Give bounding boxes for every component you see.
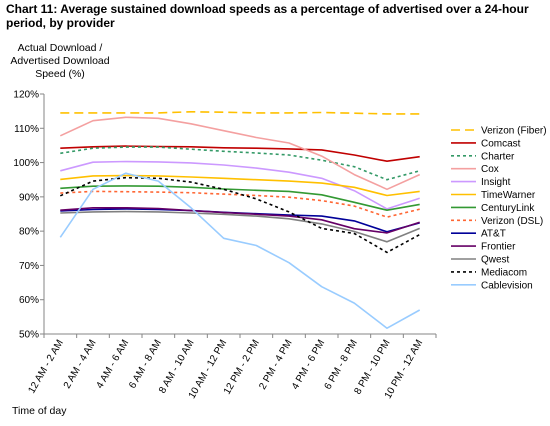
- legend: Verizon (Fiber)Comcast Charter Cox Insight T…: [451, 126, 547, 291]
- legend-label-comcast: Comcast: [481, 138, 521, 149]
- x-axis-label: Time of day: [12, 405, 67, 417]
- legend-label-cablevision: Cablevision: [481, 280, 533, 291]
- series-line-cox: [59, 116, 421, 191]
- y-tick-label: 100%: [13, 158, 39, 169]
- legend-label-timewarner: TimeWarner: [481, 190, 536, 201]
- series-lines: [59, 111, 421, 330]
- y-tick-label: 60%: [19, 295, 39, 306]
- legend-label-insight: Insight: [481, 177, 511, 188]
- y-axis-label: Actual Download / Advertised Download Sp…: [10, 42, 110, 80]
- legend-label-mediacom: Mediacom: [481, 267, 527, 278]
- x-tick-label: 6 PM - 8 PM: [323, 338, 360, 392]
- series-line-centurylink: [60, 185, 420, 211]
- y-tick-labels: 50% 60% 70% 80% 90% 100% 110% 120%: [13, 90, 39, 341]
- chart-title: Chart 11: Average sustained download spe…: [6, 2, 529, 30]
- series-line-cablevision: [59, 172, 421, 330]
- y-tick-label: 90%: [19, 192, 39, 203]
- x-tick-label: 4 AM - 6 AM: [95, 338, 132, 391]
- series-line-comcast: [60, 145, 420, 162]
- legend-label-frontier: Frontier: [481, 242, 516, 253]
- y-tick-label: 80%: [19, 227, 39, 238]
- series-line-insight: [60, 160, 420, 210]
- y-tick-label: 120%: [13, 90, 39, 101]
- x-tick-labels: 12 AM - 2 AM2 AM - 4 AM4 AM - 6 AM6 AM -…: [26, 338, 425, 401]
- legend-label-cox: Cox: [481, 164, 499, 175]
- x-tick-label: 2 PM - 4 PM: [257, 338, 294, 392]
- series-line-frontier: [60, 207, 420, 234]
- x-tick-label: 12 PM - 2 PM: [222, 338, 262, 396]
- series-line-charter: [60, 146, 420, 181]
- x-tick-label: 2 AM - 4 AM: [62, 338, 99, 391]
- axes: [40, 93, 437, 338]
- legend-label-qwest: Qwest: [481, 255, 510, 266]
- series-line-verizon-dsl: [60, 190, 420, 218]
- x-tick-label: 12 AM - 2 AM: [26, 338, 66, 395]
- series-line-qwest: [60, 210, 421, 243]
- series-line-verizon-fiber: [60, 111, 420, 115]
- x-tick-label: 4 PM - 6 PM: [290, 338, 327, 392]
- legend-label-centurylink: CenturyLink: [481, 203, 535, 214]
- y-tick-label: 70%: [19, 261, 39, 272]
- legend-label-verizon-fiber: Verizon (Fiber): [481, 126, 547, 137]
- series-line-mediacom: [59, 176, 421, 254]
- legend-label-verizon-dsl: Verizon (DSL): [481, 216, 543, 227]
- x-tick-label: 6 AM - 8 AM: [127, 338, 164, 391]
- y-tick-label: 50%: [19, 330, 39, 341]
- legend-label-charter: Charter: [481, 151, 515, 162]
- legend-label-at-t: AT&T: [481, 229, 506, 240]
- y-tick-label: 110%: [14, 124, 39, 135]
